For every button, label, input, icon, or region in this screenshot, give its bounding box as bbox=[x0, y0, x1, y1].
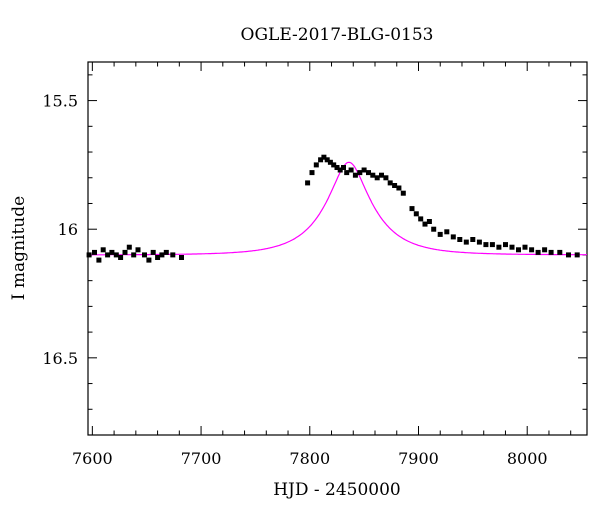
data-point bbox=[566, 252, 571, 258]
data-point bbox=[135, 247, 141, 253]
data-point bbox=[509, 244, 515, 250]
data-point bbox=[383, 175, 389, 181]
axis-ticks bbox=[88, 62, 587, 436]
data-point bbox=[92, 249, 97, 255]
y-tick-label: 16.5 bbox=[42, 349, 78, 368]
data-point bbox=[489, 242, 495, 248]
data-point bbox=[313, 162, 319, 168]
data-point bbox=[418, 216, 424, 222]
data-point bbox=[529, 247, 535, 253]
data-point bbox=[437, 231, 443, 237]
x-axis-label: HJD - 2450000 bbox=[273, 480, 401, 500]
data-point bbox=[496, 244, 502, 250]
data-point bbox=[370, 172, 376, 178]
data-point bbox=[426, 219, 432, 224]
plot-frame bbox=[87, 61, 588, 436]
data-point bbox=[150, 249, 156, 255]
chart-title: OGLE-2017-BLG-0153 bbox=[241, 25, 434, 45]
data-point bbox=[357, 170, 363, 176]
data-point bbox=[361, 167, 367, 173]
data-point bbox=[105, 252, 111, 258]
data-point bbox=[305, 180, 311, 186]
data-point bbox=[309, 170, 315, 176]
data-point bbox=[542, 247, 548, 253]
data-point bbox=[503, 242, 508, 248]
data-point bbox=[387, 180, 393, 186]
data-point bbox=[122, 249, 128, 255]
model-curve bbox=[88, 161, 587, 256]
data-point bbox=[444, 229, 450, 235]
y-tick-label: 15.5 bbox=[42, 92, 78, 111]
data-point bbox=[126, 244, 132, 250]
y-axis-label: I magnitude bbox=[9, 196, 29, 300]
data-point bbox=[557, 249, 563, 255]
x-tick-label: 7600 bbox=[72, 449, 113, 468]
data-point bbox=[483, 242, 489, 248]
data-point bbox=[142, 252, 147, 258]
data-point bbox=[392, 183, 398, 188]
data-point bbox=[344, 170, 350, 176]
data-point bbox=[470, 237, 476, 242]
y-tick-label: 16 bbox=[58, 220, 78, 239]
data-point bbox=[318, 157, 324, 163]
x-tick-label: 7900 bbox=[398, 449, 439, 468]
tick-labels: 7600 7700 7800 7900 8000 15.5 16 16.5 bbox=[42, 92, 547, 468]
data-point bbox=[535, 249, 541, 255]
data-point bbox=[348, 167, 354, 173]
data-point bbox=[113, 252, 119, 258]
data-point bbox=[374, 175, 380, 181]
data-point bbox=[327, 159, 333, 165]
data-point bbox=[159, 252, 165, 258]
data-point bbox=[400, 190, 406, 196]
data-point bbox=[341, 165, 346, 170]
data-point bbox=[331, 162, 337, 168]
data-point bbox=[146, 257, 152, 263]
data-point bbox=[450, 234, 456, 240]
data-point bbox=[366, 170, 371, 176]
data-point bbox=[131, 252, 137, 258]
data-point bbox=[118, 255, 124, 260]
data-point bbox=[337, 167, 343, 173]
data-point bbox=[548, 249, 554, 255]
data-point bbox=[109, 249, 115, 255]
data-point bbox=[179, 255, 184, 260]
data-point bbox=[476, 239, 482, 245]
data-point bbox=[96, 257, 102, 263]
data-point bbox=[100, 247, 106, 253]
data-points bbox=[86, 154, 580, 263]
data-point bbox=[516, 247, 521, 253]
data-point bbox=[321, 154, 327, 160]
data-point bbox=[413, 211, 419, 217]
data-point bbox=[170, 252, 176, 258]
data-point bbox=[352, 172, 358, 178]
x-tick-label: 8000 bbox=[507, 449, 548, 468]
data-point bbox=[574, 252, 580, 258]
x-tick-label: 7700 bbox=[181, 449, 222, 468]
data-point bbox=[155, 255, 161, 260]
x-tick-label: 7800 bbox=[289, 449, 330, 468]
data-point bbox=[431, 226, 437, 232]
data-point bbox=[463, 239, 469, 245]
data-point bbox=[379, 172, 384, 178]
data-point bbox=[422, 221, 428, 227]
data-point bbox=[163, 249, 169, 255]
data-point bbox=[457, 237, 463, 242]
data-point bbox=[522, 244, 528, 250]
data-point bbox=[324, 157, 330, 163]
data-point bbox=[409, 206, 415, 212]
data-point bbox=[334, 165, 340, 170]
data-point bbox=[396, 185, 402, 191]
data-point bbox=[86, 252, 92, 258]
